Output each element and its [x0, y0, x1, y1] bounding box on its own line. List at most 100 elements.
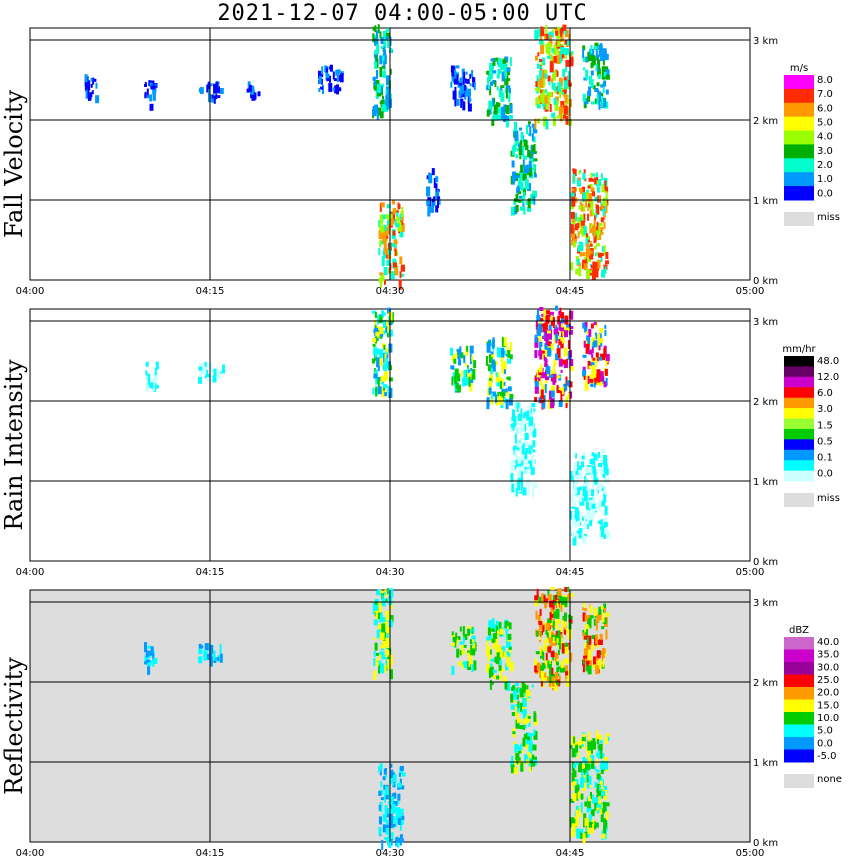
echo-cell — [517, 456, 522, 464]
legend-label: 2.0 — [817, 160, 833, 171]
echo-cell — [144, 82, 147, 87]
echo-cell — [497, 68, 502, 74]
echo-cell — [585, 501, 589, 510]
echo-cell — [505, 388, 508, 394]
echo-cell — [567, 350, 570, 357]
echo-cell — [547, 42, 552, 50]
echo-cell — [496, 652, 501, 661]
echo-cell — [577, 518, 580, 527]
echo-cell — [539, 637, 541, 640]
echo-cell — [381, 71, 386, 78]
echo-cell — [373, 373, 378, 379]
echo-cell — [580, 189, 584, 194]
echo-cell — [437, 196, 441, 200]
echo-cell — [381, 312, 386, 316]
echo-cell — [587, 235, 590, 240]
echo-cell — [208, 88, 211, 99]
echo-cell — [198, 88, 202, 93]
echo-cell — [383, 279, 386, 285]
echo-cell — [318, 75, 322, 84]
echo-cell — [491, 393, 494, 400]
echo-feature — [144, 80, 158, 111]
echo-cell — [527, 183, 532, 192]
echo-cell — [589, 781, 592, 788]
echo-cell — [513, 767, 518, 775]
echo-cell — [603, 381, 607, 388]
echo-cell — [582, 67, 585, 71]
echo-cell — [532, 128, 535, 133]
echo-cell — [604, 785, 608, 793]
echo-cell — [582, 48, 585, 58]
echo-cell — [213, 650, 216, 661]
echo-cell — [605, 191, 608, 200]
echo-cell — [588, 177, 593, 182]
echo-cell — [577, 216, 580, 222]
echo-cell — [520, 422, 525, 432]
echo-cell — [581, 763, 585, 769]
echo-cell — [604, 368, 608, 376]
echo-cell — [491, 65, 495, 70]
echo-cell — [389, 219, 393, 226]
echo-cell — [145, 370, 148, 376]
echo-cell — [207, 653, 212, 660]
echo-cell — [512, 447, 516, 451]
echo-cell — [488, 364, 491, 372]
echo-cell — [380, 225, 385, 233]
echo-cell — [204, 643, 209, 651]
echo-cell — [386, 839, 389, 843]
echo-cell — [520, 132, 524, 142]
echo-cell — [374, 319, 377, 325]
echo-cell — [374, 598, 379, 603]
echo-cell — [216, 369, 221, 380]
echo-cell — [533, 730, 538, 740]
echo-cell — [379, 349, 384, 359]
echo-cell — [575, 817, 578, 827]
echo-cell — [599, 53, 604, 62]
echo-cell — [592, 367, 596, 378]
echo-cell — [453, 358, 457, 364]
echo-cell — [577, 469, 582, 476]
echo-cell — [589, 75, 592, 85]
echo-cell — [517, 700, 520, 708]
echo-cell — [397, 221, 402, 232]
echo-cell — [550, 398, 555, 409]
echo-cell — [543, 354, 547, 361]
echo-cell — [584, 322, 588, 329]
echo-cell — [395, 223, 400, 228]
echo-cell — [597, 89, 600, 99]
echo-cell — [595, 655, 599, 665]
echo-cell — [586, 335, 591, 345]
echo-cell — [518, 179, 522, 189]
echo-cell — [375, 611, 379, 621]
echo-cell — [539, 645, 542, 656]
echo-cell — [147, 665, 151, 675]
echo-cell — [385, 95, 390, 106]
echo-cell — [578, 528, 583, 536]
echo-cell — [494, 110, 499, 121]
echo-cell — [219, 371, 222, 374]
echo-cell — [557, 666, 561, 670]
echo-cell — [436, 189, 439, 196]
echo-cell — [548, 637, 552, 644]
echo-cell — [561, 386, 564, 395]
echo-cell — [590, 792, 592, 799]
echo-cell — [552, 620, 555, 631]
echo-cell — [597, 59, 600, 70]
echo-cell — [528, 690, 530, 696]
echo-cell — [568, 71, 571, 81]
echo-cell — [599, 91, 602, 102]
echo-cell — [510, 427, 513, 432]
echo-cell — [577, 742, 580, 746]
y-tick-label: 0 km — [753, 838, 778, 849]
echo-feature — [582, 42, 610, 110]
echo-cell — [578, 205, 582, 210]
echo-cell — [542, 679, 545, 688]
echo-cell — [527, 715, 531, 719]
echo-cell — [559, 28, 564, 34]
echo-cell — [543, 598, 548, 603]
echo-cell — [378, 316, 383, 324]
echo-cell — [426, 186, 431, 197]
echo-cell — [399, 214, 402, 220]
echo-cell — [525, 689, 528, 700]
echo-cell — [539, 40, 544, 45]
